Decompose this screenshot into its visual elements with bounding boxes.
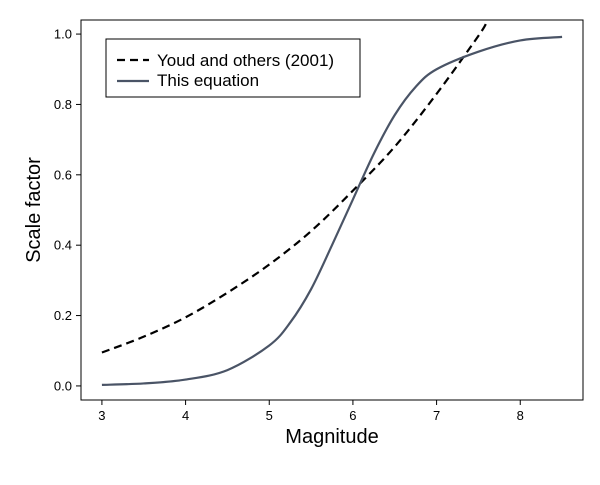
legend-label-youd: Youd and others (2001)	[157, 51, 334, 70]
x-tick-label: 8	[517, 408, 524, 423]
series-line-youd	[101, 21, 488, 354]
x-axis: 3 4 5 6 7 8	[98, 400, 524, 423]
y-axis: 0.0 0.2 0.4 0.6 0.8 1.0	[54, 27, 81, 393]
x-tick-label: 4	[182, 408, 189, 423]
series-layer	[101, 21, 563, 386]
y-tick-label: 0.6	[54, 167, 72, 182]
x-axis-label: Magnitude	[285, 426, 378, 448]
x-tick-label: 7	[433, 408, 440, 423]
legend-box	[105, 38, 361, 98]
y-axis-label: Scale factor	[23, 157, 45, 263]
y-tick-label: 0.2	[54, 308, 72, 323]
y-tick-label: 1.0	[54, 27, 72, 42]
x-tick-label: 3	[98, 408, 105, 423]
legend: Youd and others (2001) This equation	[105, 38, 361, 98]
plot-frame	[80, 19, 584, 401]
legend-label-this-equation: This equation	[157, 71, 259, 90]
y-tick-label: 0.4	[54, 238, 72, 253]
x-tick-label: 5	[266, 408, 273, 423]
series-line-this-equation	[101, 35, 563, 386]
y-tick-label: 0.8	[54, 97, 72, 112]
x-tick-label: 6	[349, 408, 356, 423]
y-tick-label: 0.0	[54, 378, 72, 393]
